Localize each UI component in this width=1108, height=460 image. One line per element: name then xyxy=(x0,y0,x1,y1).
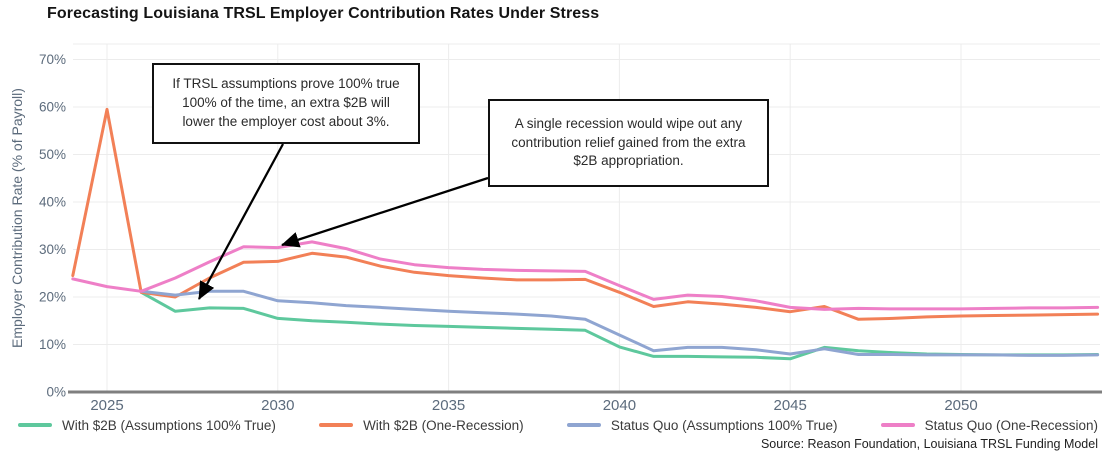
y-tick-label: 30% xyxy=(39,242,66,257)
legend-line-swatch-icon xyxy=(566,423,601,427)
y-tick-label: 0% xyxy=(46,385,66,400)
source-note: Source: Reason Foundation, Louisiana TRS… xyxy=(760,437,1098,451)
x-tick-label: 2025 xyxy=(90,397,123,414)
x-tick-label: 2050 xyxy=(944,397,977,414)
legend-label: Status Quo (Assumptions 100% True) xyxy=(610,417,838,433)
legend-label: With $2B (One-Recession) xyxy=(363,417,524,433)
legend-label: With $2B (Assumptions 100% True) xyxy=(62,417,276,433)
annotation-box-2: A single recession would wipe out any co… xyxy=(488,99,769,187)
legend-item: Status Quo (Assumptions 100% True) xyxy=(566,417,838,433)
legend: With $2B (Assumptions 100% True) With $2B… xyxy=(0,412,1108,438)
axes: 0% 10% 20% 30% 40% 50% 60% 70% 2025 2030 2035 2040 2… xyxy=(39,52,1102,414)
legend-item: Status Quo (One-Recession) xyxy=(880,417,1098,433)
x-tick-label: 2040 xyxy=(603,397,636,414)
annotation-box-1: If TRSL assumptions prove 100% true 100%… xyxy=(152,63,420,144)
x-tick-label: 2045 xyxy=(774,397,807,414)
y-tick-label: 40% xyxy=(39,195,66,210)
x-tick-label: 2035 xyxy=(432,397,465,414)
series-lines xyxy=(71,107,1100,361)
annotation-arrows xyxy=(198,143,489,300)
y-tick-label: 50% xyxy=(39,147,66,162)
y-tick-label: 10% xyxy=(39,337,66,352)
legend-label: Status Quo (One-Recession) xyxy=(924,417,1098,433)
legend-item: With $2B (One-Recession) xyxy=(319,418,524,433)
series-line xyxy=(139,289,1100,357)
x-tick-label: 2030 xyxy=(261,397,294,414)
y-tick-label: 60% xyxy=(39,100,66,115)
legend-item: With $2B (Assumptions 100% True) xyxy=(18,418,276,433)
y-axis-title: Employer Contribution Rate (% of Payroll… xyxy=(9,88,25,348)
legend-line-swatch-icon xyxy=(18,423,52,427)
series-line xyxy=(71,107,1100,321)
y-tick-label: 70% xyxy=(39,52,66,67)
y-tick-label: 20% xyxy=(39,290,66,305)
legend-line-swatch-icon xyxy=(880,423,915,427)
legend-line-swatch-icon xyxy=(319,423,354,427)
annotation-arrow xyxy=(198,143,284,300)
chart-title: Forecasting Louisiana TRSL Employer Cont… xyxy=(47,5,600,22)
series-line xyxy=(71,240,1100,311)
annotation-arrow xyxy=(281,176,489,248)
